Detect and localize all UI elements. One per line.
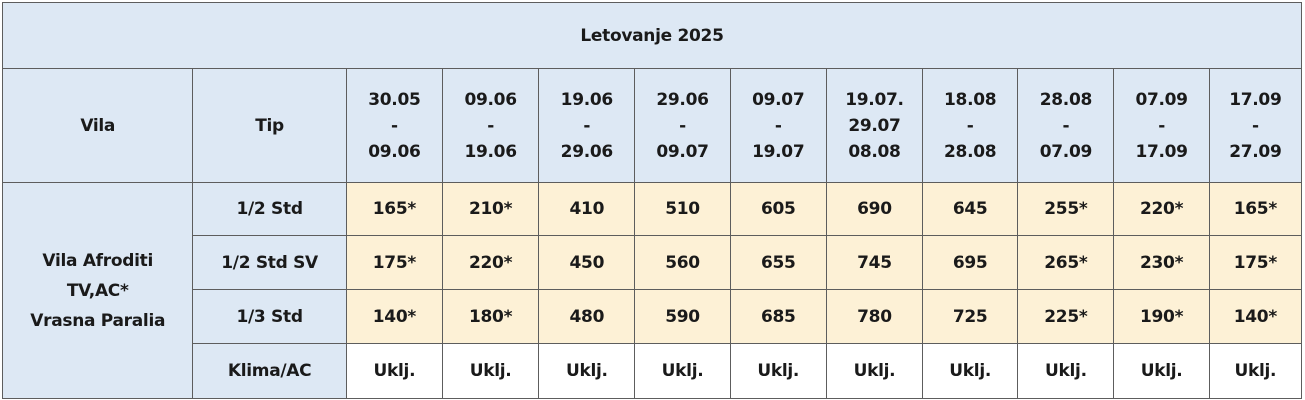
ac-cell: Uklj.: [538, 343, 636, 399]
price-cell: 220*: [1113, 182, 1210, 236]
table-row: Klima/AC Uklj. Uklj. Uklj. Uklj. Uklj. U…: [3, 343, 1303, 399]
ac-cell: Uklj.: [1208, 343, 1303, 399]
price-cell: 210*: [441, 182, 540, 236]
ac-cell: Uklj.: [1113, 343, 1210, 399]
table-row: Vila Afroditi TV,AC* Vrasna Paralia 1/2 …: [1, 182, 1303, 399]
room-type: 1/2 Std SV: [192, 235, 347, 290]
price-cell: 410: [538, 182, 636, 236]
price-cell: 165*: [1208, 182, 1303, 236]
villa-location: Vrasna Paralia: [30, 310, 166, 331]
period-header: 29.06-09.07: [634, 68, 731, 183]
ac-cell: Uklj.: [1017, 343, 1115, 399]
price-cell: 780: [825, 289, 924, 344]
period-header: 28.08-07.09: [1017, 68, 1115, 183]
price-cell: 695: [922, 235, 1019, 290]
price-cell: 590: [634, 289, 731, 344]
period-header: 09.06-19.06: [441, 68, 540, 183]
villa-amenities: TV,AC*: [66, 280, 129, 301]
table-row: 1/2 Std SV 175* 220* 450 560 655 745 695…: [3, 235, 1303, 290]
price-cell: 745: [825, 235, 924, 290]
price-cell: 510: [634, 182, 731, 236]
price-cell: 690: [825, 182, 924, 236]
price-cell: 450: [538, 235, 636, 290]
ac-cell: Uklj.: [345, 343, 443, 399]
header-vila: Vila: [1, 68, 194, 183]
price-cell: 175*: [345, 235, 443, 290]
ac-cell: Uklj.: [922, 343, 1019, 399]
price-cell: 480: [538, 289, 636, 344]
period-header: 30.05-09.06: [345, 68, 443, 183]
room-type: 1/2 Std: [192, 182, 347, 236]
period-header: 18.08-28.08: [922, 68, 1019, 183]
price-cell: 605: [729, 182, 827, 236]
table-title: Letovanje 2025: [2, 2, 1302, 69]
price-cell: 190*: [1113, 289, 1210, 344]
price-cell: 140*: [1208, 289, 1303, 344]
price-cell: 230*: [1113, 235, 1210, 290]
price-cell: 685: [729, 289, 827, 344]
price-cell: 180*: [441, 289, 540, 344]
price-cell: 175*: [1208, 235, 1303, 290]
period-header: 17.09-27.09: [1208, 68, 1303, 183]
price-cell: 165*: [345, 182, 443, 236]
price-cell: 140*: [345, 289, 443, 344]
price-cell: 220*: [441, 235, 540, 290]
ac-cell: Uklj.: [634, 343, 731, 399]
ac-cell: Uklj.: [825, 343, 924, 399]
period-header: 07.09-17.09: [1113, 68, 1210, 183]
header-tip: Tip: [192, 68, 347, 183]
price-cell: 645: [922, 182, 1019, 236]
price-cell: 725: [922, 289, 1019, 344]
ac-cell: Uklj.: [729, 343, 827, 399]
room-type: Klima/AC: [192, 343, 347, 399]
period-header: 09.07-19.07: [729, 68, 827, 183]
villa-name: Vila Afroditi: [42, 250, 153, 271]
price-cell: 225*: [1017, 289, 1115, 344]
period-header: 19.07. 29.07 08.08: [825, 68, 924, 183]
price-cell: 255*: [1017, 182, 1115, 236]
price-cell: 560: [634, 235, 731, 290]
table-row: 1/3 Std 140* 180* 480 590 685 780 725 22…: [3, 289, 1303, 344]
villa-name-cell: Vila Afroditi TV,AC* Vrasna Paralia: [1, 182, 194, 399]
ac-cell: Uklj.: [441, 343, 540, 399]
room-type: 1/3 Std: [192, 289, 347, 344]
price-cell: 655: [729, 235, 827, 290]
period-header: 19.06-29.06: [538, 68, 636, 183]
price-cell: 265*: [1017, 235, 1115, 290]
